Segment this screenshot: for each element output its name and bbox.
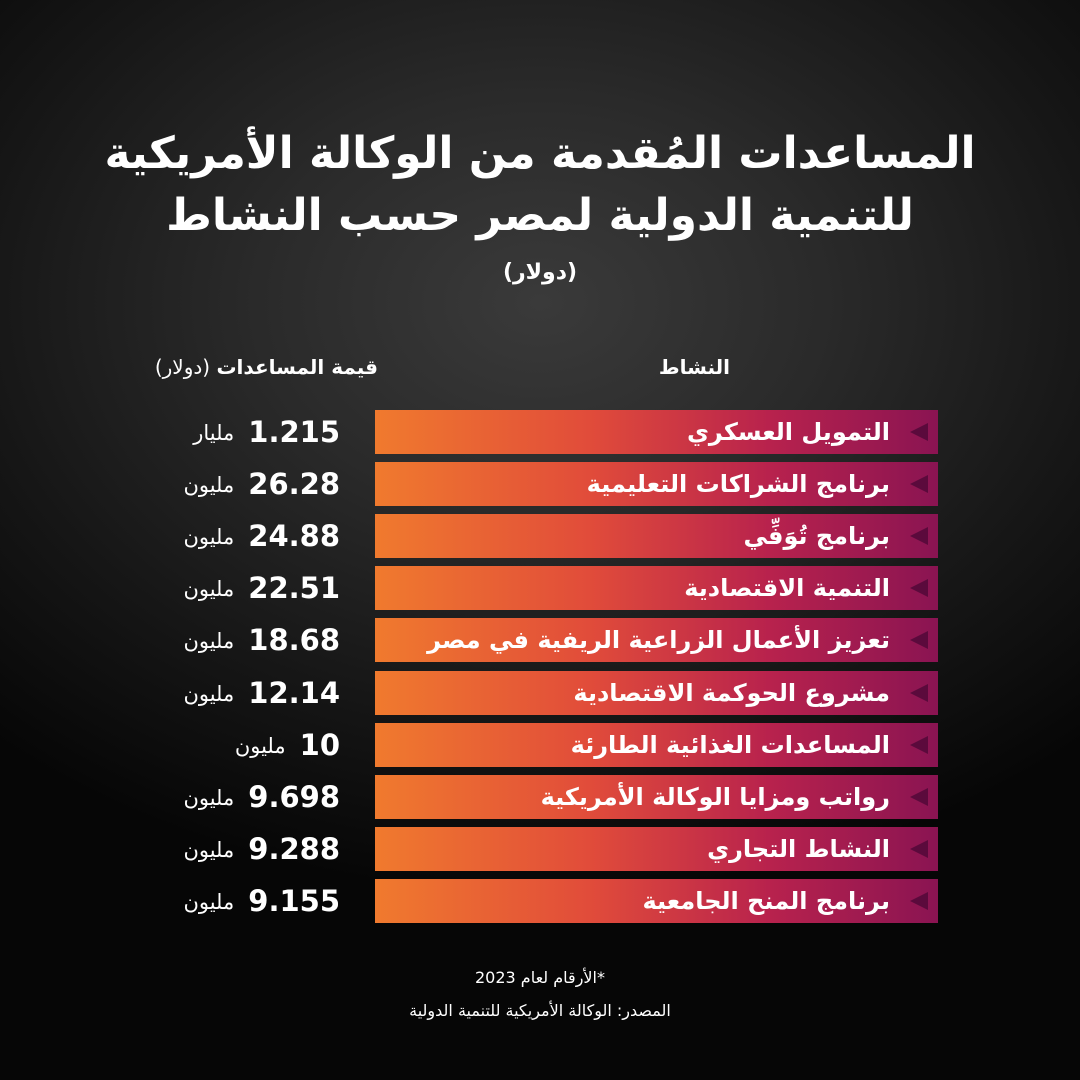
activity-bar: التنمية الاقتصادية — [375, 566, 938, 610]
activity-label: مشروع الحوكمة الاقتصادية — [573, 679, 890, 707]
footnote-year: *الأرقام لعام 2023 — [475, 968, 605, 987]
aid-unit: مليون — [183, 786, 235, 810]
activity-label: التمويل العسكري — [686, 418, 890, 446]
activity-label: النشاط التجاري — [707, 835, 890, 863]
activity-bar: برنامج تُوَفِّي — [375, 514, 938, 558]
activity-bar: تعزيز الأعمال الزراعية الريفية في مصر — [375, 618, 938, 662]
triangle-marker-icon — [910, 475, 928, 493]
table-row: مشروع الحوكمة الاقتصادية 12.14 مليون — [0, 671, 1080, 715]
activity-bar: مشروع الحوكمة الاقتصادية — [375, 671, 938, 715]
triangle-marker-icon — [910, 527, 928, 545]
page-title-line-1: المساعدات المُقدمة من الوكالة الأمريكية — [104, 128, 976, 179]
aid-unit: مليار — [193, 421, 235, 445]
aid-value: 18.68 — [248, 623, 340, 657]
triangle-marker-icon — [910, 423, 928, 441]
column-header-value-unit: (دولار) — [154, 355, 211, 379]
triangle-marker-icon — [910, 684, 928, 702]
table-row: تعزيز الأعمال الزراعية الريفية في مصر 18.… — [0, 618, 1080, 662]
activity-label: برنامج تُوَفِّي — [743, 522, 890, 550]
aid-unit: مليون — [183, 577, 235, 601]
aid-unit: مليون — [183, 838, 235, 862]
aid-value: 1.215 — [248, 415, 340, 449]
table-row: رواتب ومزايا الوكالة الأمريكية 9.698 مليون — [0, 775, 1080, 819]
column-header-value-main: قيمة المساعدات — [216, 355, 378, 379]
activity-label: برنامج الشراكات التعليمية — [586, 470, 890, 498]
aid-unit: مليون — [183, 629, 235, 653]
activity-bar: برنامج المنح الجامعية — [375, 879, 938, 923]
aid-unit: مليون — [234, 734, 286, 758]
aid-unit: مليون — [183, 890, 235, 914]
activity-label: رواتب ومزايا الوكالة الأمريكية — [540, 783, 890, 811]
triangle-marker-icon — [910, 579, 928, 597]
aid-value: 9.155 — [248, 884, 340, 918]
table-row: النشاط التجاري 9.288 مليون — [0, 827, 1080, 871]
triangle-marker-icon — [910, 788, 928, 806]
table-row: التمويل العسكري 1.215 مليار — [0, 410, 1080, 454]
column-header-value: قيمة المساعدات (دولار) — [120, 352, 378, 382]
aid-value: 12.14 — [248, 676, 340, 710]
table-row: التنمية الاقتصادية 22.51 مليون — [0, 566, 1080, 610]
aid-unit: مليون — [183, 682, 235, 706]
activity-bar: التمويل العسكري — [375, 410, 938, 454]
aid-value: 10 — [299, 728, 340, 762]
table-row: المساعدات الغذائية الطارئة 10 مليون — [0, 723, 1080, 767]
activity-bar: المساعدات الغذائية الطارئة — [375, 723, 938, 767]
aid-value: 9.288 — [248, 832, 340, 866]
triangle-marker-icon — [910, 892, 928, 910]
activity-label: المساعدات الغذائية الطارئة — [570, 731, 890, 759]
activity-bar: برنامج الشراكات التعليمية — [375, 462, 938, 506]
activity-label: برنامج المنح الجامعية — [642, 887, 890, 915]
table-row: برنامج تُوَفِّي 24.88 مليون — [0, 514, 1080, 558]
table-row: برنامج الشراكات التعليمية 26.28 مليون — [0, 462, 1080, 506]
activity-label: التنمية الاقتصادية — [684, 574, 890, 602]
aid-unit: مليون — [183, 473, 235, 497]
aid-value: 26.28 — [248, 467, 340, 501]
aid-value: 24.88 — [248, 519, 340, 553]
footnote-source: المصدر: الوكالة الأمريكية للتنمية الدولي… — [409, 1001, 671, 1020]
page-title-line-2: للتنمية الدولية لمصر حسب النشاط — [166, 190, 914, 241]
triangle-marker-icon — [910, 631, 928, 649]
activity-label: تعزيز الأعمال الزراعية الريفية في مصر — [427, 626, 890, 654]
activity-bar: النشاط التجاري — [375, 827, 938, 871]
activity-bar: رواتب ومزايا الوكالة الأمريكية — [375, 775, 938, 819]
triangle-marker-icon — [910, 736, 928, 754]
aid-value: 9.698 — [248, 780, 340, 814]
table-row: برنامج المنح الجامعية 9.155 مليون — [0, 879, 1080, 923]
page-subtitle-unit: (دولار) — [502, 260, 578, 285]
aid-value: 22.51 — [248, 571, 340, 605]
column-header-activity: النشاط — [658, 355, 730, 379]
triangle-marker-icon — [910, 840, 928, 858]
aid-unit: مليون — [183, 525, 235, 549]
